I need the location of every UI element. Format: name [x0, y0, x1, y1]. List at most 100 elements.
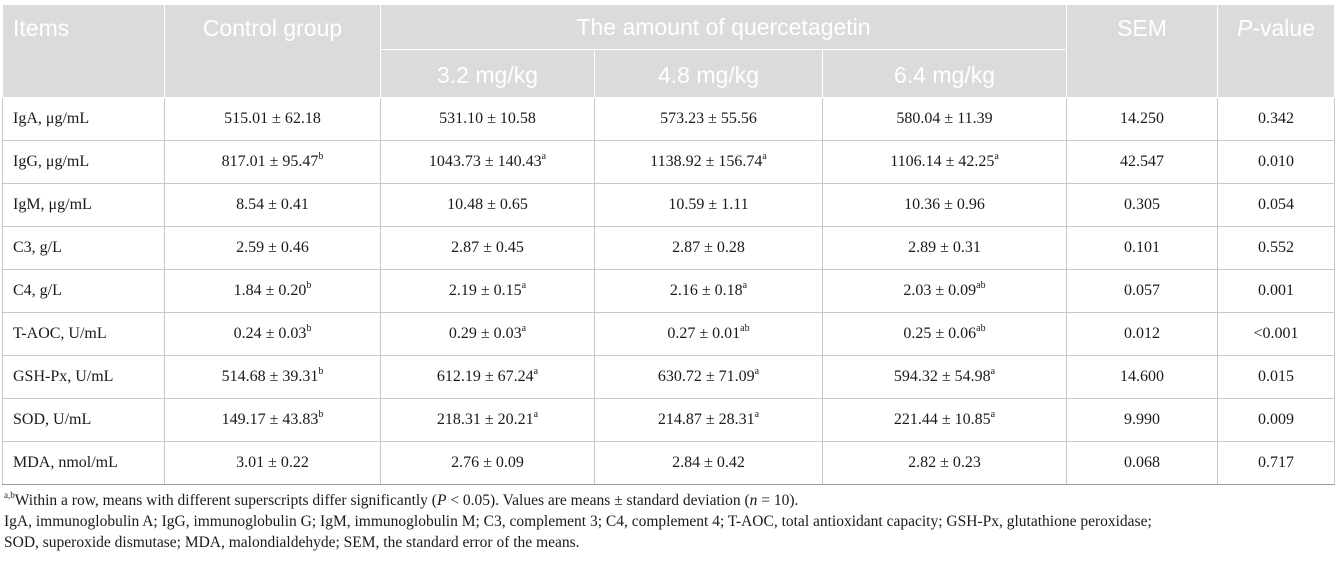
results-table: Items Control group The amount of querce…: [2, 4, 1336, 485]
cell-d3: 221.44 ± 10.85a: [821, 398, 1068, 442]
cell-value: 221.44 ± 10.85: [893, 411, 991, 428]
cell-d3: 2.03 ± 0.09ab: [821, 269, 1068, 313]
footnote-p: P: [436, 492, 447, 509]
cell-d2: 630.72 ± 71.09a: [594, 355, 823, 399]
cell-superscript: a: [990, 408, 996, 420]
table-row: SOD, U/mL 149.17 ± 43.83b 218.31 ± 20.21a 2…: [2, 398, 1336, 442]
cell-c: 8.54 ± 0.41: [164, 183, 381, 227]
cell-superscript: b: [318, 150, 324, 162]
cell-c: 0.24 ± 0.03b: [164, 312, 381, 356]
cell-value: 573.23 ± 55.56: [660, 110, 757, 127]
cell-c: 515.01 ± 62.18: [164, 97, 381, 141]
header-sem: SEM: [1066, 4, 1219, 98]
cell-d1: 612.19 ± 67.24a: [380, 355, 595, 399]
header-quercetagetin-amount: The amount of quercetagetin: [379, 4, 1068, 50]
cell-value: 594.32 ± 54.98: [893, 368, 991, 385]
cell-value: 2.03 ± 0.09: [903, 282, 977, 299]
table-row: IgM, μg/mL 8.54 ± 0.41 10.48 ± 0.65 10.59 ±…: [2, 183, 1336, 227]
cell-sem: 0.101: [1066, 226, 1219, 270]
cell-sem: 42.547: [1066, 140, 1219, 184]
cell-superscript: b: [306, 322, 312, 334]
table-row: GSH-Px, U/mL 514.68 ± 39.31b 612.19 ± 67.2…: [2, 355, 1336, 399]
cell-superscript: b: [306, 279, 312, 291]
cell-p-value: 0.054: [1217, 183, 1336, 227]
cell-value: 3.01 ± 0.22: [236, 454, 309, 471]
cell-superscript: b: [318, 408, 324, 420]
cell-c: 3.01 ± 0.22: [164, 441, 381, 485]
cell-c: 2.59 ± 0.46: [164, 226, 381, 270]
cell-value: 149.17 ± 43.83: [221, 411, 319, 428]
header-control-group: Control group: [164, 4, 381, 98]
cell-superscript: a: [990, 365, 996, 377]
cell-superscript: a: [541, 150, 547, 162]
cell-value: 817.01 ± 95.47: [221, 153, 319, 170]
cell-value: 0.24 ± 0.03: [233, 325, 307, 342]
cell-d1: 2.87 ± 0.45: [380, 226, 595, 270]
table-row: C3, g/L 2.59 ± 0.46 2.87 ± 0.45 2.87 ± 0.28…: [2, 226, 1336, 270]
cell-value: 0.25 ± 0.06: [903, 325, 977, 342]
cell-d2: 0.27 ± 0.01ab: [594, 312, 823, 356]
cell-d1: 0.29 ± 0.03a: [380, 312, 595, 356]
cell-p-value: 0.552: [1217, 226, 1336, 270]
cell-d2: 2.87 ± 0.28: [594, 226, 823, 270]
cell-superscript: a: [521, 322, 527, 334]
cell-sem: 14.600: [1066, 355, 1219, 399]
cell-d2: 573.23 ± 55.56: [594, 97, 823, 141]
table-row: T-AOC, U/mL 0.24 ± 0.03b 0.29 ± 0.03a 0.27 …: [2, 312, 1336, 356]
table-row: IgG, μg/mL 817.01 ± 95.47b 1043.73 ± 140.4…: [2, 140, 1336, 184]
cell-value: 218.31 ± 20.21: [436, 411, 534, 428]
cell-superscript: a: [754, 365, 760, 377]
cell-p-value: 0.010: [1217, 140, 1336, 184]
cell-superscript: ab: [976, 279, 986, 291]
cell-value: 2.19 ± 0.15: [448, 282, 522, 299]
cell-value: 1106.14 ± 42.25: [890, 153, 995, 170]
cell-d3: 580.04 ± 11.39: [821, 97, 1068, 141]
cell-c: 817.01 ± 95.47b: [164, 140, 381, 184]
cell-value: 8.54 ± 0.41: [236, 196, 309, 213]
cell-d1: 531.10 ± 10.58: [380, 97, 595, 141]
table-body: IgA, μg/mL 515.01 ± 62.18 531.10 ± 10.58 57…: [2, 97, 1336, 485]
cell-d2: 214.87 ± 28.31a: [594, 398, 823, 442]
cell-item: IgG, μg/mL: [2, 140, 165, 184]
cell-value: 2.59 ± 0.46: [236, 239, 309, 256]
cell-superscript: ab: [740, 322, 750, 334]
cell-item: C4, g/L: [2, 269, 165, 313]
cell-value: 2.76 ± 0.09: [451, 454, 524, 471]
table-footnotes: a,bWithin a row, means with different su…: [4, 490, 1334, 553]
cell-item: T-AOC, U/mL: [2, 312, 165, 356]
cell-d3: 0.25 ± 0.06ab: [821, 312, 1068, 356]
cell-sem: 14.250: [1066, 97, 1219, 141]
cell-superscript: a: [742, 279, 748, 291]
cell-sem: 0.305: [1066, 183, 1219, 227]
cell-p-value: 0.342: [1217, 97, 1336, 141]
footnote-n: n: [749, 492, 758, 509]
cell-d1: 218.31 ± 20.21a: [380, 398, 595, 442]
cell-d3: 2.82 ± 0.23: [821, 441, 1068, 485]
table-row: IgA, μg/mL 515.01 ± 62.18 531.10 ± 10.58 57…: [2, 97, 1336, 141]
cell-superscript: a: [533, 408, 539, 420]
header-p-value: P-value: [1217, 4, 1336, 98]
cell-value: 580.04 ± 11.39: [896, 110, 993, 127]
cell-value: 2.87 ± 0.45: [451, 239, 524, 256]
cell-sem: 0.057: [1066, 269, 1219, 313]
footnote-text-a: Within a row, means with different super…: [14, 492, 437, 509]
results-table-container: Items Control group The amount of querce…: [2, 4, 1336, 485]
cell-item: IgM, μg/mL: [2, 183, 165, 227]
cell-value: 0.29 ± 0.03: [448, 325, 522, 342]
footnote-abbreviations-1: IgA, immunoglobulin A; IgG, immunoglobul…: [4, 513, 1152, 530]
footnote-abbreviations-2: SOD, superoxide dismutase; MDA, malondia…: [4, 534, 580, 551]
cell-value: 10.36 ± 0.96: [904, 196, 985, 213]
footnote-significance: a,bWithin a row, means with different su…: [4, 490, 1334, 511]
header-p-suffix: -value: [1252, 15, 1316, 41]
cell-superscript: a: [994, 150, 999, 162]
cell-sem: 0.012: [1066, 312, 1219, 356]
cell-value: 2.87 ± 0.28: [672, 239, 745, 256]
cell-p-value: 0.717: [1217, 441, 1336, 485]
cell-value: 1043.73 ± 140.43: [428, 153, 542, 170]
cell-d1: 2.76 ± 0.09: [380, 441, 595, 485]
header-p-letter: P: [1237, 15, 1253, 41]
cell-c: 149.17 ± 43.83b: [164, 398, 381, 442]
cell-superscript: a: [533, 365, 539, 377]
footnote-text-c: = 10).: [757, 492, 799, 509]
cell-d3: 594.32 ± 54.98a: [821, 355, 1068, 399]
